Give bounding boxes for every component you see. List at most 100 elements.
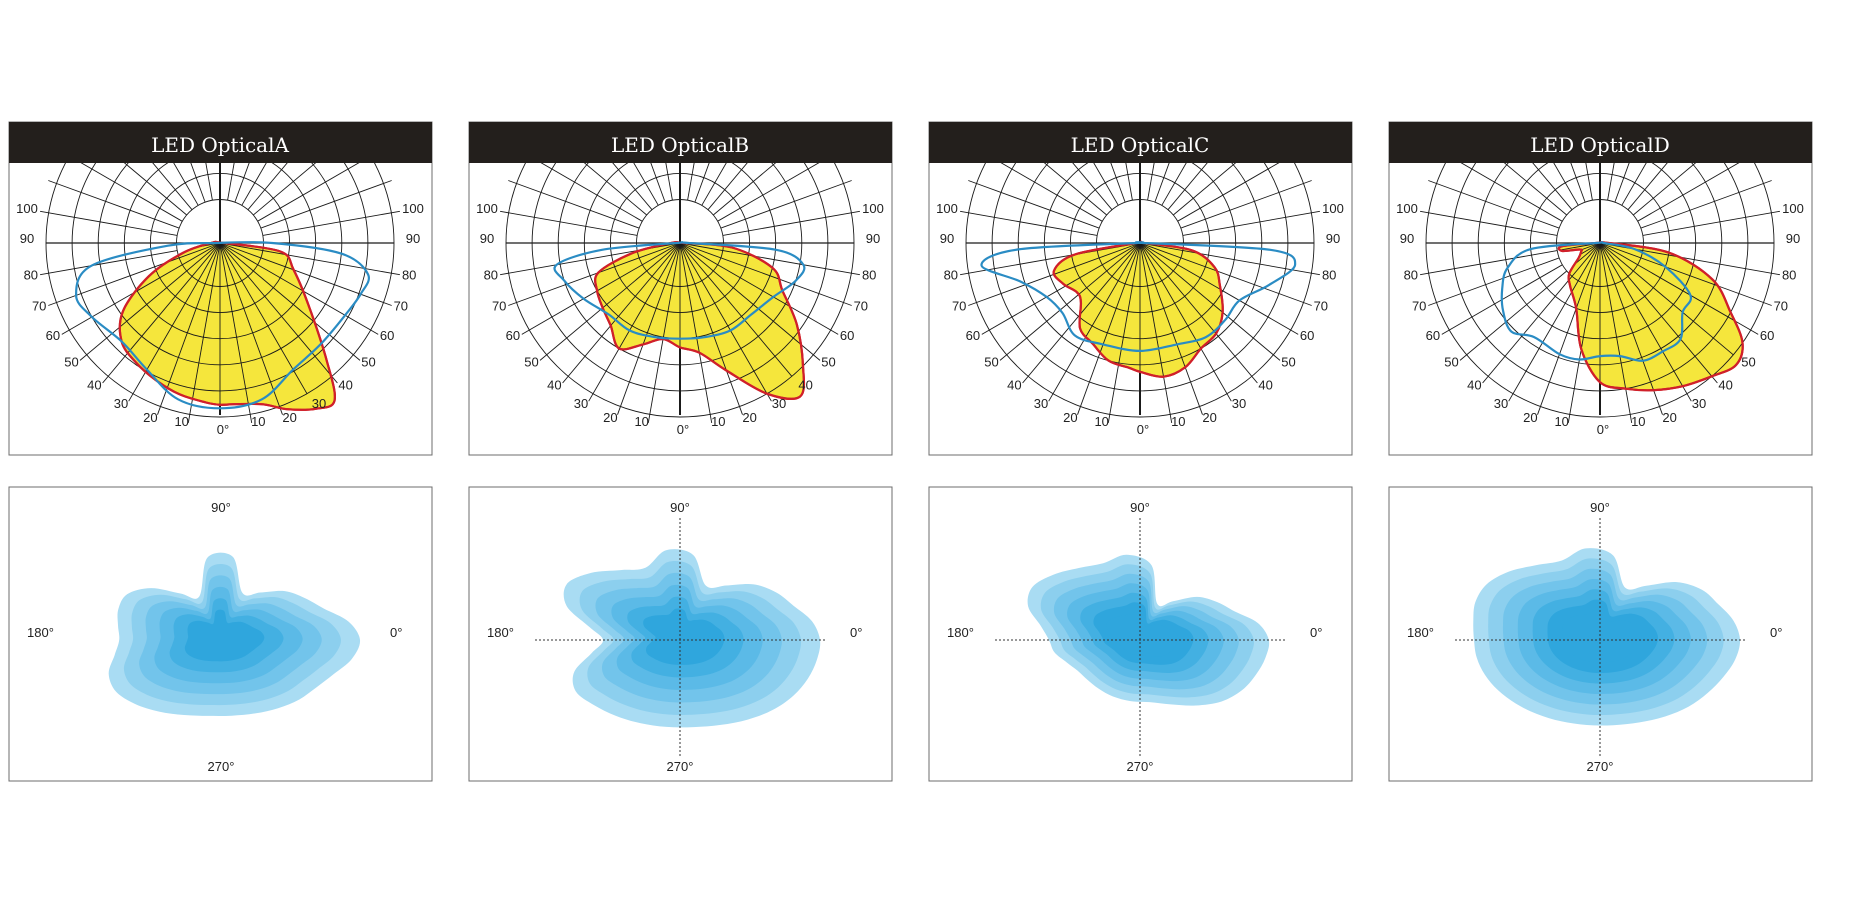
polar-spoke xyxy=(717,163,820,222)
polar-tick-l-80: 80 xyxy=(1404,267,1418,282)
polar-spoke xyxy=(1508,280,1579,402)
polar-spoke-overlay xyxy=(1558,242,1601,391)
polar-curve-c0-outline xyxy=(1557,241,1744,392)
polar-spoke-overlay xyxy=(1053,242,1141,377)
isolux-contour-level-7 xyxy=(1562,609,1642,663)
polar-spoke xyxy=(1161,163,1187,206)
header-bar-c xyxy=(929,122,1352,163)
polar-spoke-overlay xyxy=(219,242,308,394)
polar-tick-r-70: 70 xyxy=(854,299,868,314)
polar-tick-r-50: 50 xyxy=(1741,355,1755,370)
polar-spoke xyxy=(694,163,710,203)
polar-spoke xyxy=(1607,163,1615,201)
polar-spoke xyxy=(1428,257,1560,306)
polar-spoke-overlay xyxy=(1558,242,1601,377)
polar-spoke-overlay xyxy=(1599,242,1688,391)
polar-spoke-overlay xyxy=(679,242,804,331)
polar-spoke xyxy=(500,250,638,276)
polar-spoke xyxy=(612,163,653,210)
polar-tick-l-50: 50 xyxy=(984,355,998,370)
polar-spoke xyxy=(40,250,178,276)
polar-tick-r-10: 10 xyxy=(1171,414,1185,429)
polar-tick-l-70: 70 xyxy=(1412,299,1426,314)
polar-tick-r-40: 40 xyxy=(798,378,812,393)
polar-tick-r-80: 80 xyxy=(862,267,876,282)
polar-tick-r-20: 20 xyxy=(742,410,756,425)
polar-tick-r-10: 10 xyxy=(251,414,265,429)
polar-spoke xyxy=(1503,163,1567,216)
polar-spoke xyxy=(687,163,695,201)
header-bar-a xyxy=(9,122,432,163)
polar-tick-r-100: 100 xyxy=(862,201,884,216)
polar-spoke xyxy=(241,163,267,206)
polar-spoke xyxy=(48,257,180,306)
polar-spoke-overlay xyxy=(160,242,221,407)
iso-a-label-90: 90° xyxy=(211,500,231,515)
iso-d-label-90: 90° xyxy=(1590,500,1610,515)
polar-spoke xyxy=(1177,163,1280,222)
polar-spoke-overlay xyxy=(1558,242,1601,356)
polar-tick-l-20: 20 xyxy=(1063,410,1077,425)
panel-b-title: LED OpticalB xyxy=(611,133,749,157)
polar-spoke-overlay xyxy=(1599,242,1743,331)
polar-tick-l-10: 10 xyxy=(1094,414,1108,429)
iso-b-label-180: 180° xyxy=(487,625,514,640)
isolux-contour-level-6 xyxy=(643,608,725,665)
panel-d-title: LED OpticalD xyxy=(1530,133,1669,157)
iso-c-label-90: 90° xyxy=(1130,500,1150,515)
polar-tick-l-50: 50 xyxy=(1444,355,1458,370)
polar-spoke xyxy=(633,163,659,206)
polar-spoke xyxy=(1173,163,1237,216)
polar-spoke xyxy=(1182,210,1320,236)
header-bar-b xyxy=(469,122,892,163)
polar-tick-r-40: 40 xyxy=(1258,378,1272,393)
polar-spoke xyxy=(720,180,852,229)
polar-spoke xyxy=(1640,180,1772,229)
polar-spoke xyxy=(508,180,640,229)
polar-tick-l-20: 20 xyxy=(1523,410,1537,425)
polar-tick-r-60: 60 xyxy=(1760,328,1774,343)
polar-spoke-overlay xyxy=(679,242,804,356)
iso-a-label-0: 0° xyxy=(390,625,402,640)
polar-spoke xyxy=(1482,276,1573,384)
polar-tick-r-90: 90 xyxy=(1786,231,1800,246)
polar-tick-l-60: 60 xyxy=(1426,328,1440,343)
polar-spoke xyxy=(1167,163,1208,210)
polar-spoke-overlay xyxy=(219,242,280,407)
polar-spoke xyxy=(1553,163,1579,206)
polar-spoke-overlay xyxy=(595,242,681,356)
polar-tick-r-70: 70 xyxy=(1774,299,1788,314)
polar-spoke xyxy=(1459,270,1567,361)
isolux-chart-d xyxy=(1455,518,1745,757)
polar-spoke-overlay xyxy=(1053,242,1141,303)
polar-tick-r-20: 20 xyxy=(1662,410,1676,425)
polar-tick-r-60: 60 xyxy=(1300,328,1314,343)
polar-tick-r-20: 20 xyxy=(282,410,296,425)
iso-c-label-180: 180° xyxy=(947,625,974,640)
polar-tick-r-60: 60 xyxy=(380,328,394,343)
polar-spoke xyxy=(650,163,666,203)
polar-spoke xyxy=(40,210,178,236)
polar-spoke xyxy=(707,163,748,210)
polar-tick-r-30: 30 xyxy=(1692,396,1706,411)
polar-spoke xyxy=(1621,163,1647,206)
polar-tick-0: 0° xyxy=(1597,422,1609,437)
polar-spoke xyxy=(1043,163,1107,216)
polar-tick-l-100: 100 xyxy=(936,201,958,216)
panel-a-title: LED OpticalA xyxy=(151,133,289,157)
polar-tick-l-30: 30 xyxy=(1034,396,1048,411)
polar-tick-l-30: 30 xyxy=(574,396,588,411)
polar-spoke xyxy=(152,163,193,210)
isolux-contour-level-6 xyxy=(184,609,265,662)
polar-spoke xyxy=(1532,163,1573,210)
polar-spoke xyxy=(1585,163,1593,201)
polar-tick-r-50: 50 xyxy=(1281,355,1295,370)
polar-tick-r-50: 50 xyxy=(361,355,375,370)
polar-tick-r-30: 30 xyxy=(1232,396,1246,411)
polar-tick-l-70: 70 xyxy=(32,299,46,314)
polar-tick-l-20: 20 xyxy=(603,410,617,425)
polar-spoke-overlay xyxy=(219,242,251,410)
polar-spoke xyxy=(247,163,288,210)
